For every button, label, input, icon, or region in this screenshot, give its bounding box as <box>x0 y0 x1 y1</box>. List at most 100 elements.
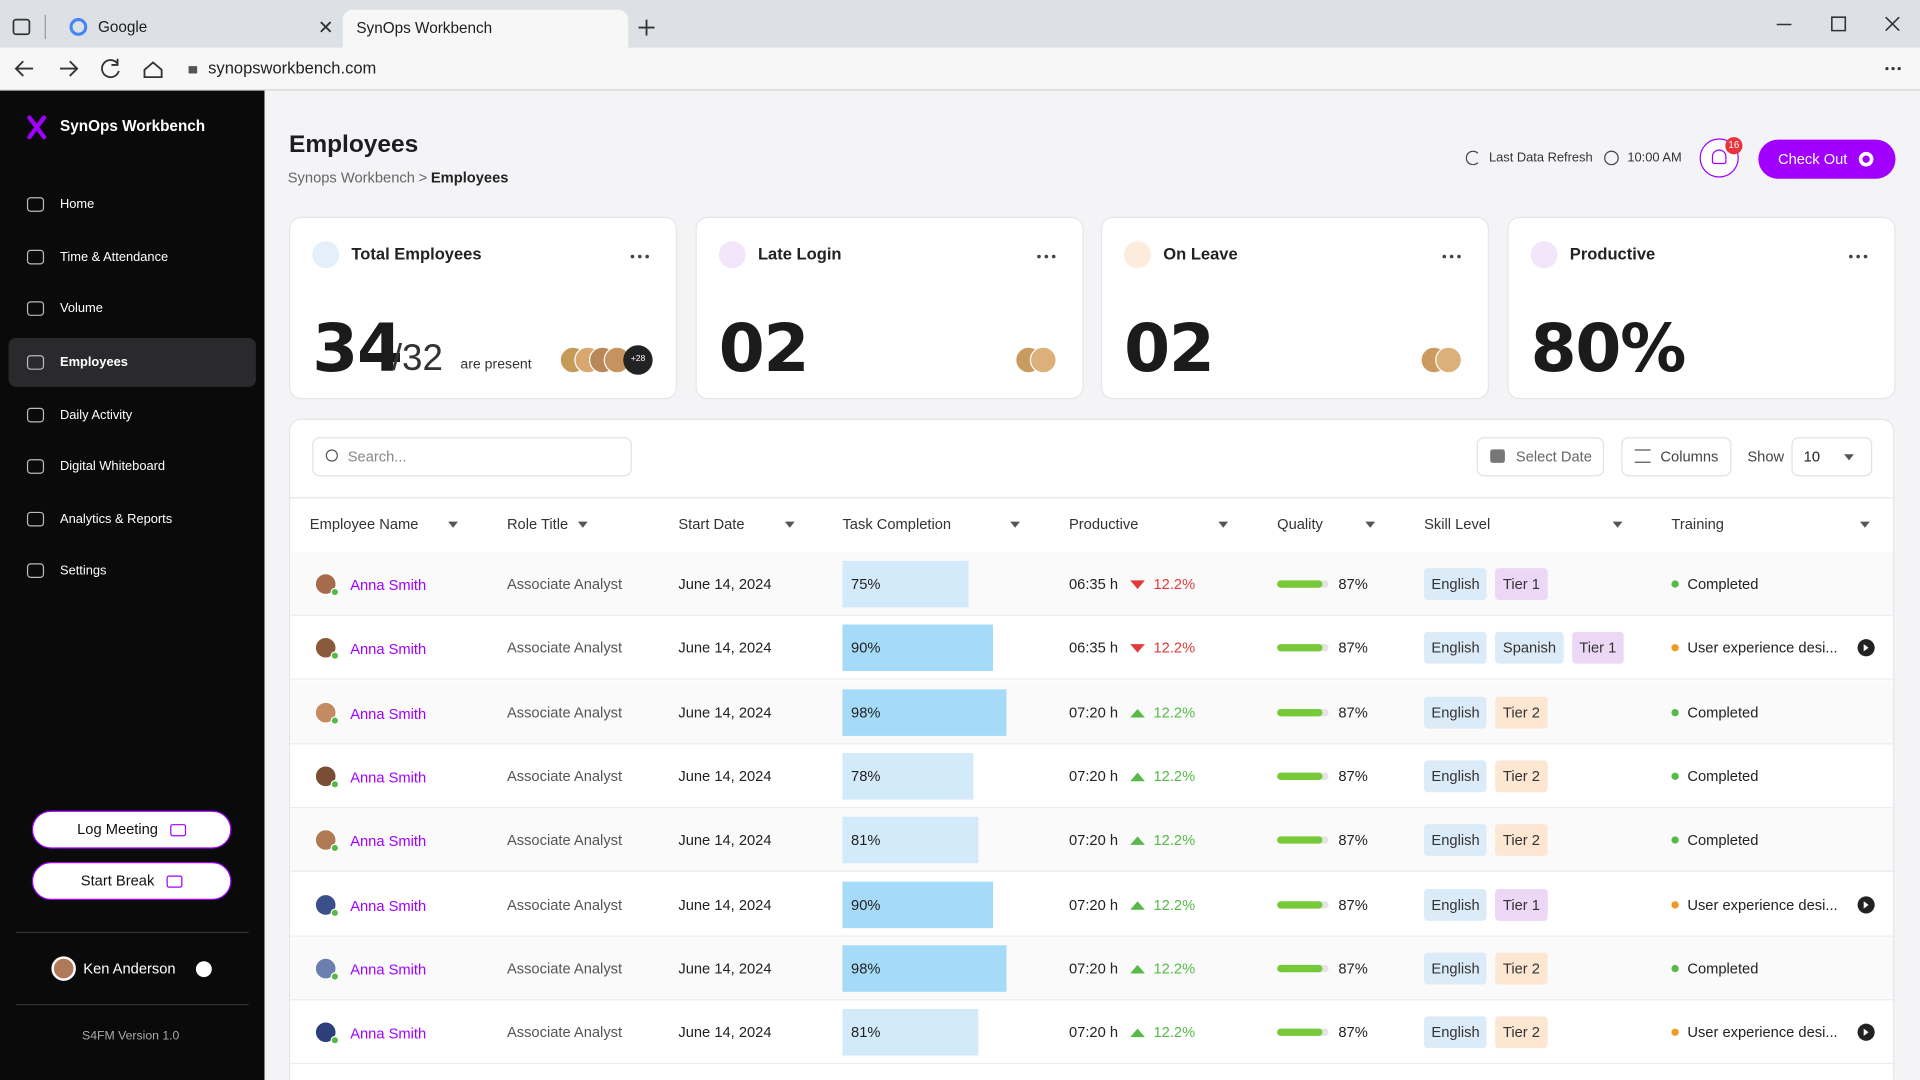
quality-bar <box>1277 836 1322 844</box>
url-box[interactable] <box>178 53 1685 85</box>
nav-item[interactable]: Digital Whiteboard <box>60 459 166 474</box>
quality-bar <box>1277 644 1322 652</box>
start-date: June 14, 2024 <box>678 767 772 785</box>
task-bar <box>842 881 994 928</box>
skill-tags: English Tier 2 <box>1424 760 1548 793</box>
role-title: Associate Analyst <box>506 895 623 913</box>
skill-tag: Tier 2 <box>1495 696 1548 729</box>
trend-arrow <box>1130 900 1145 910</box>
calendar-icon <box>1490 449 1505 463</box>
training-status: User experience desi... <box>1687 639 1838 657</box>
employee-name[interactable]: Anna Smith <box>350 896 427 915</box>
breadcrumb: Synops Workbench > Employees <box>288 165 509 189</box>
employee-name[interactable]: Anna Smith <box>350 640 427 658</box>
task-bar <box>842 945 1007 992</box>
columns-button[interactable] <box>1621 437 1732 477</box>
breadcrumb-parent[interactable]: Synops Workbench <box>287 168 415 187</box>
brand-name: SynOps Workbench <box>60 117 206 135</box>
nav-icon <box>26 197 45 212</box>
column-header[interactable]: Skill Level <box>1424 515 1491 533</box>
show-label: Show <box>1747 448 1785 466</box>
training-dot <box>1671 900 1679 908</box>
skill-tags: English Tier 1 <box>1424 568 1548 600</box>
task-bar <box>842 1009 979 1056</box>
nav-item[interactable]: Daily Activity <box>60 407 133 423</box>
card-total: /32 <box>391 337 443 379</box>
dropdown-caret <box>1612 521 1623 528</box>
sidebar <box>0 90 265 1080</box>
skill-tag: Tier 1 <box>1571 632 1624 665</box>
show-select[interactable] <box>1791 437 1873 477</box>
task-value: 81% <box>851 831 881 849</box>
role-title: Associate Analyst <box>506 1023 623 1041</box>
brand-logo <box>27 115 47 140</box>
quality-value: 87% <box>1338 767 1368 785</box>
search-box[interactable] <box>312 437 632 477</box>
menu-dot <box>1457 254 1461 259</box>
task-value: 90% <box>851 639 881 657</box>
employee-name[interactable]: Anna Smith <box>350 960 427 979</box>
column-header[interactable]: Quality <box>1277 515 1323 533</box>
url[interactable]: synopsworkbench.com <box>208 58 377 78</box>
sidebar-button[interactable]: Log Meeting <box>31 810 232 849</box>
employee-name[interactable]: Anna Smith <box>350 704 427 722</box>
task-bar <box>842 624 994 672</box>
productive-time: 07:20 h <box>1068 1023 1119 1041</box>
card-title: Productive <box>1569 244 1656 264</box>
nav-item[interactable]: Settings <box>60 563 107 578</box>
employee-name[interactable]: Anna Smith <box>350 832 427 851</box>
table-divider <box>290 497 1894 499</box>
active-tab[interactable] <box>342 9 629 48</box>
breadcrumb-current: Employees <box>430 168 509 187</box>
menu-dot <box>1449 254 1454 259</box>
column-header[interactable]: Productive <box>1068 515 1139 533</box>
card-value: 80% <box>1530 309 1687 387</box>
check-out-icon <box>1858 151 1874 167</box>
productive-time: 07:20 h <box>1068 703 1119 721</box>
skill-tags: English Tier 1 <box>1424 888 1548 921</box>
quality-value: 87% <box>1338 575 1368 593</box>
productive-time: 07:20 h <box>1068 767 1119 785</box>
card-title: Late Login <box>757 244 842 264</box>
start-date: June 14, 2024 <box>678 831 772 849</box>
productive-change: 12.2% <box>1153 895 1196 913</box>
employee-name[interactable]: Anna Smith <box>350 576 427 594</box>
nav-item[interactable]: Volume <box>60 301 103 316</box>
tab-strip <box>0 0 1920 48</box>
nav-item[interactable]: Home <box>60 197 95 212</box>
column-header[interactable]: Training <box>1671 515 1724 533</box>
column-header[interactable]: Role Title <box>506 515 569 533</box>
tab-title[interactable]: Google <box>97 18 148 36</box>
status-badge <box>330 779 340 789</box>
table-row <box>290 680 1894 744</box>
skill-tags: English Tier 2 <box>1424 696 1548 729</box>
card-value: 02 <box>718 309 810 387</box>
nav-item[interactable]: Employees <box>60 355 128 370</box>
skill-tags: English Tier 2 <box>1424 824 1548 857</box>
column-header[interactable]: Task Completion <box>842 515 952 533</box>
tab-title[interactable]: SynOps Workbench <box>356 19 493 37</box>
status-badge <box>330 907 340 917</box>
nav-item[interactable]: Analytics & Reports <box>60 511 173 527</box>
avatar <box>1435 346 1463 374</box>
employee-name[interactable]: Anna Smith <box>350 768 427 786</box>
row-expand-arrow <box>1863 644 1869 652</box>
status-badge <box>330 843 340 853</box>
nav-icon <box>26 249 45 265</box>
employee-name[interactable]: Anna Smith <box>350 1025 427 1043</box>
nav-icon <box>26 407 45 423</box>
role-title: Associate Analyst <box>506 767 623 785</box>
user-menu[interactable] <box>195 961 212 978</box>
menu-dot <box>1863 254 1868 259</box>
nav-item[interactable]: Time & Attendance <box>60 249 169 265</box>
column-header[interactable]: Employee Name <box>309 515 419 533</box>
quality-value: 87% <box>1338 895 1368 913</box>
sidebar-button[interactable]: Start Break <box>31 862 232 900</box>
training-dot <box>1671 644 1679 652</box>
column-header[interactable]: Start Date <box>678 515 745 533</box>
start-date: June 14, 2024 <box>678 895 772 913</box>
quality-bar <box>1277 708 1322 716</box>
card-icon <box>1530 241 1558 269</box>
skill-tag: English <box>1424 760 1487 793</box>
